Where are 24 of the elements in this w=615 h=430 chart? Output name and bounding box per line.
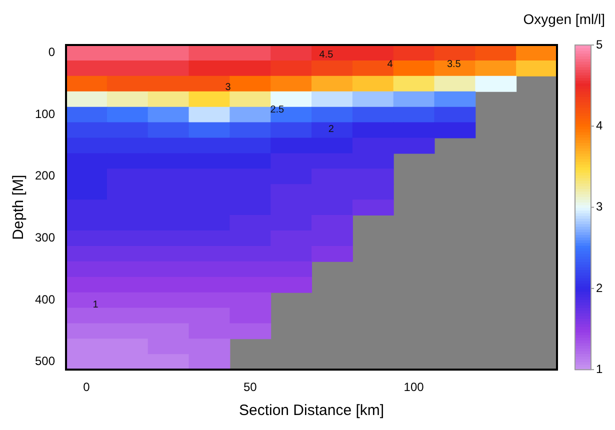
color-bar-label: 2 [596,280,603,295]
x-tick-label: 100 [404,380,424,394]
color-bar-label: 1 [596,362,603,376]
y-tick-label: 300 [34,230,56,245]
x-tick-label: 0 [83,380,90,394]
x-axis-title: Section Distance [km] [238,402,384,420]
annotation: 1 [92,299,99,310]
annotation: 2 [328,124,334,136]
x-tick-label: 50 [243,380,258,394]
y-tick-label: 200 [34,168,56,183]
annotation: 4.5 [319,49,334,60]
y-tick-label: 400 [34,292,56,306]
annotation: 2.5 [270,104,285,116]
y-tick-label: 100 [34,106,56,121]
color-bar-label: 3 [596,200,603,214]
annotation: 4 [387,59,394,70]
y-tick-label: 0 [48,45,56,60]
color-bar-title: Oxygen [ml/l] [523,11,605,27]
y-tick-label: 500 [34,354,56,368]
annotation: 3 [225,82,232,93]
color-bar-label: 5 [596,37,603,52]
y-axis-title: Depth [M] [10,174,28,240]
annotation: 3.5 [446,59,462,70]
color-bar-label: 4 [596,118,603,132]
